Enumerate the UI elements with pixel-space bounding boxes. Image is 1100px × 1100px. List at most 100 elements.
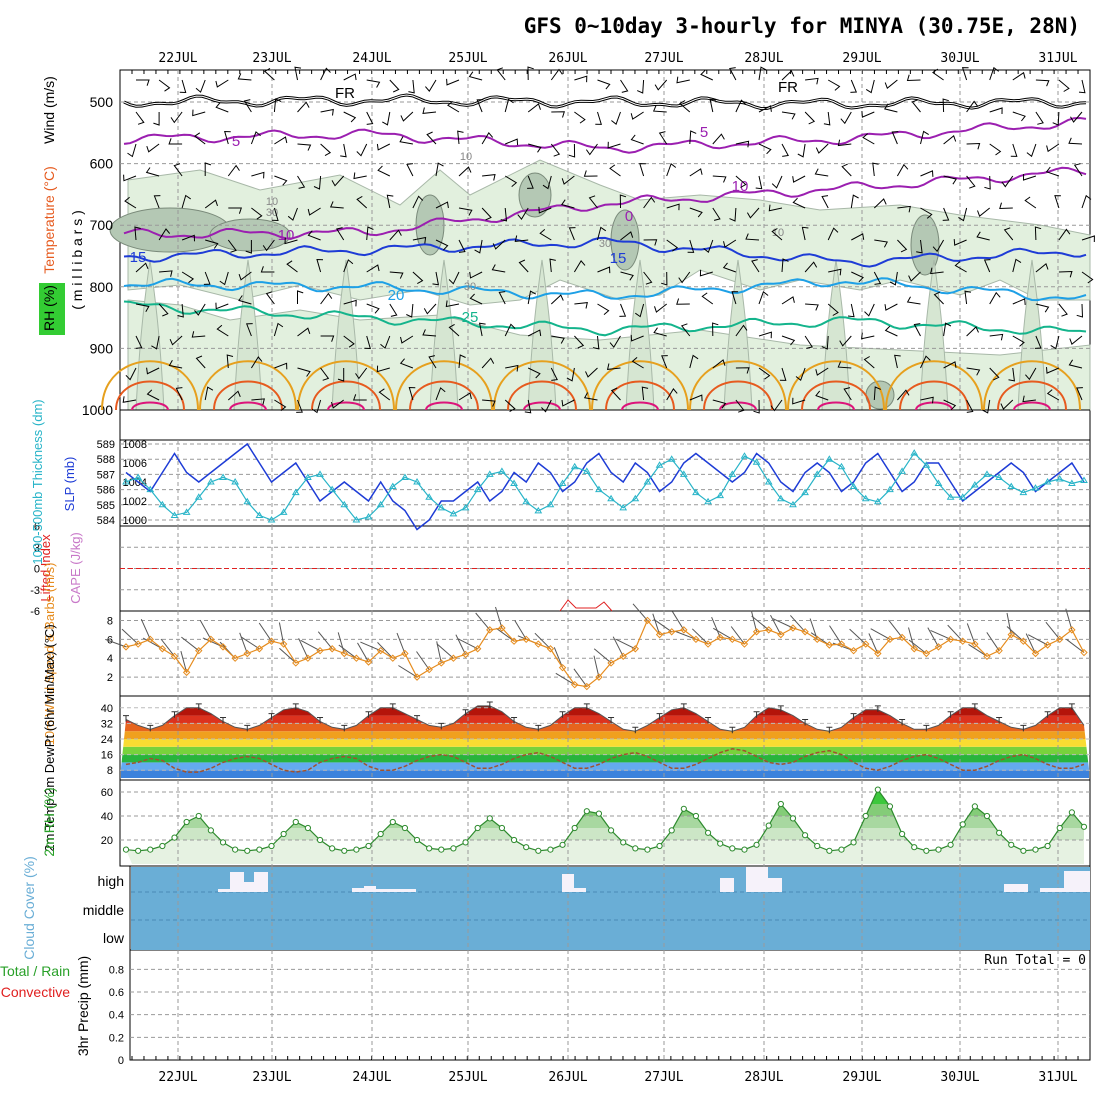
isotherm-dome xyxy=(327,401,365,411)
temp-minmax-marker xyxy=(147,724,154,732)
isotherm-dome xyxy=(131,401,169,411)
wind-speed-point xyxy=(243,649,251,658)
wind-barb xyxy=(771,228,783,241)
wind-barb xyxy=(356,195,368,209)
rh-point xyxy=(886,803,894,810)
isotherm-dome xyxy=(199,360,297,411)
li-tick-label: -6 xyxy=(30,606,40,618)
wind-barb xyxy=(930,267,944,275)
thickness-point xyxy=(704,497,712,505)
wind-barb xyxy=(873,386,881,401)
thickness-point xyxy=(1043,478,1052,485)
temp-minmax-marker xyxy=(777,705,784,712)
wind-barb xyxy=(398,665,418,678)
thickness-point xyxy=(340,500,349,508)
wind-barb xyxy=(989,367,1000,381)
precip-tick-label: 0.2 xyxy=(109,1032,124,1044)
precip-tick-label: 0.6 xyxy=(109,987,124,999)
wind-speed-point xyxy=(1019,637,1028,645)
cloud-high-block xyxy=(1004,884,1028,892)
rh-point xyxy=(911,844,918,851)
thickness-point xyxy=(304,473,312,480)
rh-tick-label: 40 xyxy=(101,811,113,823)
wind-barb xyxy=(343,73,357,81)
wind-barb xyxy=(884,325,898,337)
wind-barb xyxy=(296,399,303,413)
isotherm-dome xyxy=(621,401,659,411)
temp-minmax-marker xyxy=(996,717,1003,724)
wind-barb xyxy=(158,228,171,241)
wind-barb xyxy=(771,175,783,189)
wind-barb xyxy=(804,111,816,125)
wind-barb xyxy=(527,175,534,189)
side-label-temp2m: 2m Temp 2m DewPt (6hr Min/Max) (°C) xyxy=(42,624,57,851)
wind-barb xyxy=(676,298,690,305)
wind-barb xyxy=(689,130,697,145)
cloud-high-block xyxy=(574,888,586,892)
wind-barb xyxy=(583,170,598,177)
isotherm-dome xyxy=(983,360,1081,411)
thickness-point xyxy=(837,462,846,470)
wind-barb xyxy=(153,195,161,209)
wind-barb xyxy=(1081,194,1092,209)
wind-barb xyxy=(238,271,252,281)
cloud-high-block xyxy=(376,889,416,892)
wind-speed-point xyxy=(219,643,227,651)
wind-barb xyxy=(205,239,219,249)
side-label-wind: Wind (m/s) xyxy=(41,76,57,144)
wind-barb xyxy=(331,175,345,187)
wind-barb xyxy=(635,303,645,318)
wind-barb xyxy=(550,68,563,81)
wind-barb xyxy=(597,303,610,315)
thickness-point xyxy=(1007,482,1016,490)
rh-point xyxy=(316,836,324,844)
pressure-tick-label: 1000 xyxy=(82,402,113,418)
wind-barb xyxy=(274,399,287,412)
wind-barb xyxy=(751,259,760,273)
wind-barb xyxy=(136,79,150,86)
wind-barb xyxy=(989,66,1000,81)
thickness-point xyxy=(825,455,834,462)
wind-speed-point xyxy=(655,630,664,639)
temp-band xyxy=(121,715,1089,724)
thickness-point xyxy=(449,509,458,517)
thickness-point xyxy=(1067,479,1076,487)
wind-barb xyxy=(619,194,627,209)
wind-speed-point xyxy=(158,645,167,653)
rh-point xyxy=(438,846,445,853)
date-label-bottom: 27JUL xyxy=(644,1070,683,1085)
wind-barb xyxy=(641,386,649,401)
wind-barb xyxy=(691,628,709,645)
temp-minmax-marker xyxy=(511,717,518,724)
contour-label: 20 xyxy=(388,287,405,304)
wind-barb xyxy=(574,302,588,309)
wind-barb xyxy=(517,207,529,220)
wind-barb xyxy=(263,67,275,81)
rh-point xyxy=(971,803,978,810)
date-label-top: 30JUL xyxy=(940,51,979,66)
wind-barb xyxy=(527,290,537,305)
thickness-point xyxy=(776,494,785,502)
date-label-top: 29JUL xyxy=(842,51,881,66)
slp-tick-label: 1002 xyxy=(123,496,147,508)
wind-barb xyxy=(630,334,644,342)
wind-barb xyxy=(1003,227,1014,241)
wind-speed-point xyxy=(728,635,737,644)
wind-barb xyxy=(240,636,260,650)
thickness-tick-label: 585 xyxy=(97,500,115,512)
thickness-tick-label: 586 xyxy=(97,485,115,497)
date-label-top: 22JUL xyxy=(158,51,197,66)
thickness-tick-label: 588 xyxy=(97,454,115,466)
temp-band xyxy=(121,762,1089,771)
wind-barb xyxy=(482,174,496,181)
isotherm-dome xyxy=(997,380,1067,411)
wind-barb xyxy=(356,143,368,157)
contour-label: 25 xyxy=(462,309,479,326)
wind-speed-point xyxy=(704,640,712,648)
cloud-high-block xyxy=(244,882,254,892)
wind-barb xyxy=(338,644,357,659)
wind-speed-point xyxy=(898,633,906,642)
slp-line xyxy=(125,442,1085,531)
wind-barb xyxy=(897,239,908,253)
